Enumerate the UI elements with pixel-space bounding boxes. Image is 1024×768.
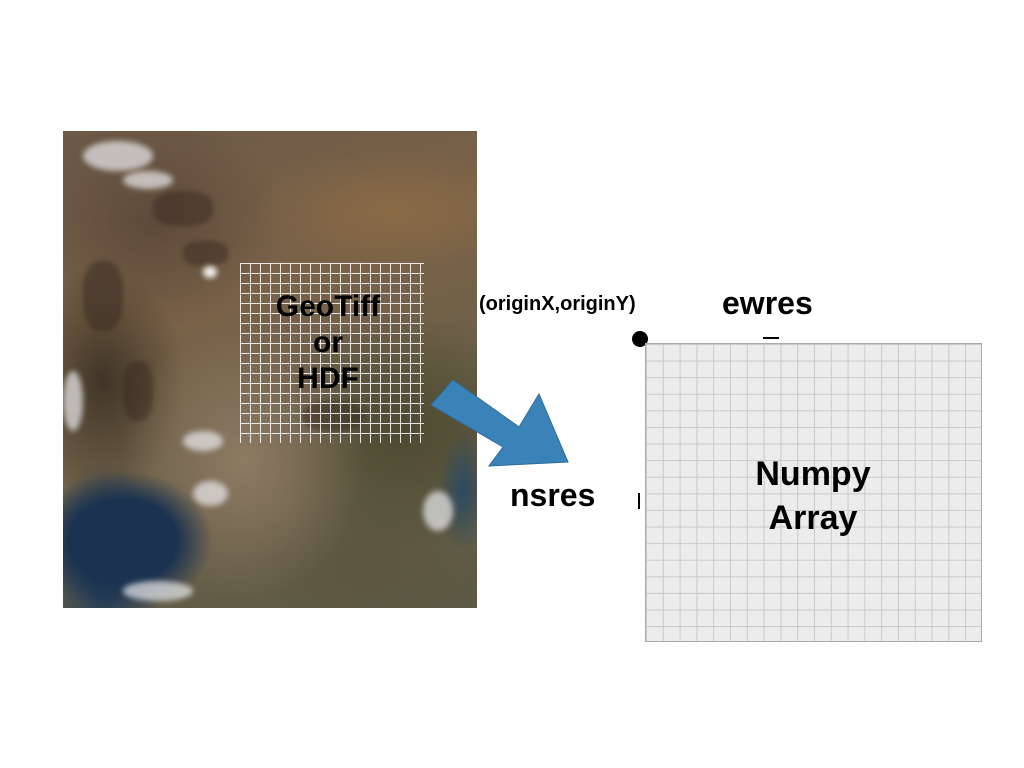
ewres-label: ewres — [722, 285, 813, 321]
geotiff-label-line-1: GeoTiff — [275, 290, 381, 323]
geotiff-label-line-3: HDF — [297, 362, 359, 395]
nsres-label: nsres — [510, 477, 596, 513]
ewres-marker — [763, 337, 779, 339]
arrow-shape — [430, 380, 569, 467]
geotiff-grid-overlay — [240, 263, 424, 443]
numpy-label-line-1: Numpy — [755, 455, 871, 493]
geotiff-label: GeoTiff or HDF — [261, 289, 395, 397]
numpy-array-grid — [645, 343, 982, 642]
origin-point — [632, 331, 648, 347]
conversion-arrow — [430, 380, 569, 467]
geotiff-label-line-2: or — [313, 326, 343, 359]
nsres-marker — [638, 493, 640, 509]
numpy-label-line-2: Array — [768, 499, 858, 537]
origin-label: (originX,originY) — [479, 293, 636, 315]
satellite-image: GeoTiff or HDF — [63, 131, 477, 608]
numpy-array-label: Numpy Array — [733, 452, 893, 540]
